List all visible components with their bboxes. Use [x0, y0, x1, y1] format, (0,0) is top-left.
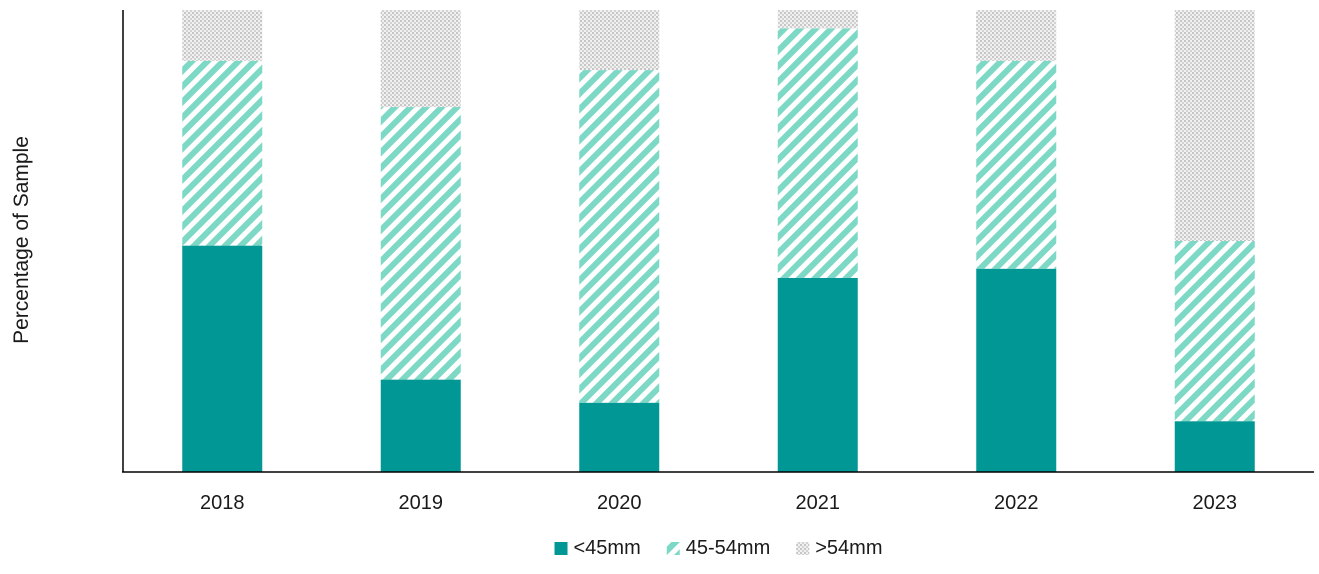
legend-swatch-3 [796, 542, 810, 555]
legend-label-3: >54mm [815, 537, 882, 559]
legend: <45mm 45-54mm >54mm [554, 537, 882, 559]
legend-item-45mm: <45mm [554, 537, 641, 559]
bar-2022-series-1 [976, 268, 1057, 472]
x-tick-label-2020: 2020 [597, 492, 642, 514]
bar-2023-series-3 [1174, 10, 1255, 241]
legend-swatch-1 [554, 542, 568, 555]
bar-2023-series-1 [1174, 421, 1255, 472]
bar-2022-series-3 [976, 10, 1057, 61]
bar-group-2019 [380, 10, 461, 472]
legend-swatch-2 [666, 542, 680, 555]
bar-group-2023 [1174, 10, 1255, 472]
bar-2020-series-2 [579, 70, 660, 403]
bar-2019-series-1 [380, 379, 461, 472]
x-tick-label-2019: 2019 [399, 492, 444, 514]
bar-2019-series-2 [380, 107, 461, 380]
legend-label-1: <45mm [574, 537, 641, 559]
bar-2020-series-3 [579, 10, 660, 71]
bar-2021-series-1 [777, 277, 858, 472]
x-tick-labels: 2018 2019 2020 2021 2022 2023 [200, 492, 1237, 514]
bar-groups [182, 10, 1255, 472]
x-tick-label-2018: 2018 [200, 492, 245, 514]
legend-label-2: 45-54mm [686, 537, 770, 559]
x-tick-label-2021: 2021 [796, 492, 841, 514]
legend-item-54mm: >54mm [796, 537, 882, 559]
bar-2018-series-1 [182, 245, 263, 472]
bar-2018-series-3 [182, 10, 263, 61]
x-tick-label-2023: 2023 [1193, 492, 1238, 514]
x-tick-label-2022: 2022 [994, 492, 1039, 514]
bar-group-2021 [777, 10, 858, 472]
bar-group-2018 [182, 10, 263, 472]
bar-2022-series-2 [976, 60, 1057, 269]
bar-2021-series-3 [777, 10, 858, 29]
bar-2021-series-2 [777, 28, 858, 278]
bar-2020-series-1 [579, 402, 660, 472]
bar-group-2020 [579, 10, 660, 472]
bar-2018-series-2 [182, 60, 263, 246]
bar-group-2022 [976, 10, 1057, 472]
bar-2019-series-3 [380, 10, 461, 108]
legend-item-45-54mm: 45-54mm [666, 537, 770, 559]
y-axis-label: Percentage of Sample [10, 136, 33, 344]
bar-2023-series-2 [1174, 241, 1255, 422]
